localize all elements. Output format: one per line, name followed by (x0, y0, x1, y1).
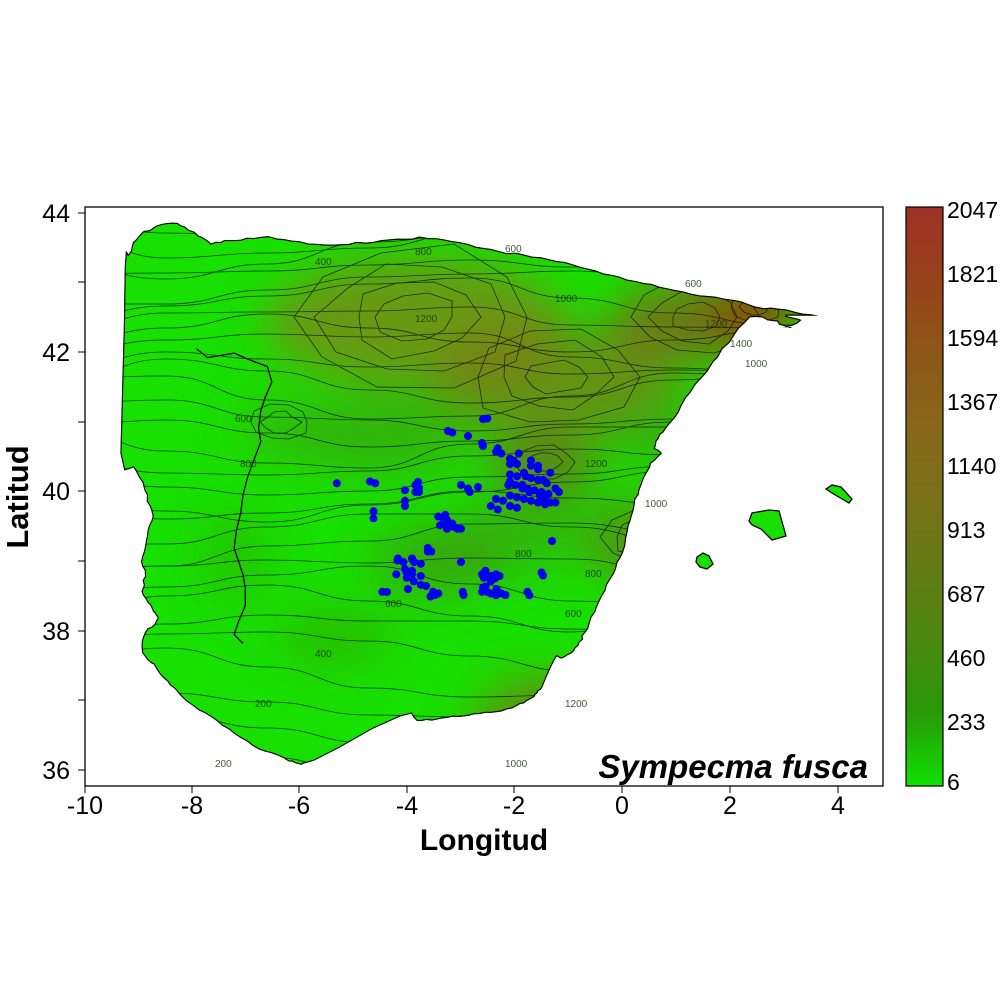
svg-text:-2: -2 (503, 792, 525, 820)
svg-text:687: 687 (947, 581, 985, 607)
svg-text:1594: 1594 (947, 325, 998, 351)
svg-text:800: 800 (415, 247, 432, 258)
svg-text:1000: 1000 (505, 759, 528, 770)
svg-text:Latitud: Latitud (0, 445, 35, 548)
svg-text:600: 600 (385, 599, 402, 610)
svg-text:200: 200 (255, 699, 272, 710)
svg-text:233: 233 (947, 709, 985, 735)
svg-text:1140: 1140 (947, 453, 996, 479)
svg-text:1367: 1367 (947, 389, 998, 415)
svg-text:800: 800 (585, 569, 602, 580)
svg-text:-4: -4 (396, 792, 418, 820)
svg-text:913: 913 (947, 517, 985, 543)
svg-text:1200: 1200 (415, 314, 438, 325)
svg-text:36: 36 (42, 757, 70, 785)
svg-text:200: 200 (215, 759, 232, 770)
svg-text:-6: -6 (288, 792, 310, 820)
svg-text:600: 600 (235, 414, 252, 425)
svg-text:2: 2 (723, 792, 737, 820)
svg-text:600: 600 (505, 244, 522, 255)
svg-text:44: 44 (42, 200, 70, 228)
svg-text:800: 800 (240, 459, 257, 470)
svg-text:400: 400 (315, 257, 332, 268)
svg-text:40: 40 (42, 478, 70, 506)
svg-text:1000: 1000 (745, 359, 768, 370)
svg-text:800: 800 (515, 549, 532, 560)
svg-text:-10: -10 (67, 792, 103, 820)
svg-text:1000: 1000 (645, 499, 668, 510)
svg-text:600: 600 (685, 279, 702, 290)
svg-text:460: 460 (947, 645, 985, 671)
svg-text:Sympecma fusca: Sympecma fusca (598, 748, 868, 785)
svg-text:1000: 1000 (555, 294, 578, 305)
svg-text:6: 6 (947, 769, 960, 795)
svg-text:1821: 1821 (947, 261, 998, 287)
svg-text:4: 4 (831, 792, 845, 820)
svg-text:0: 0 (615, 792, 629, 820)
svg-text:1400: 1400 (730, 339, 753, 350)
svg-text:1200: 1200 (565, 699, 588, 710)
svg-text:2047: 2047 (947, 197, 998, 223)
svg-text:1200: 1200 (585, 459, 608, 470)
svg-text:-8: -8 (181, 792, 203, 820)
svg-text:600: 600 (565, 609, 582, 620)
svg-text:Longitud: Longitud (420, 824, 548, 857)
svg-text:38: 38 (42, 618, 70, 646)
svg-text:400: 400 (315, 649, 332, 660)
svg-text:42: 42 (42, 339, 70, 367)
svg-text:1200: 1200 (705, 319, 728, 330)
